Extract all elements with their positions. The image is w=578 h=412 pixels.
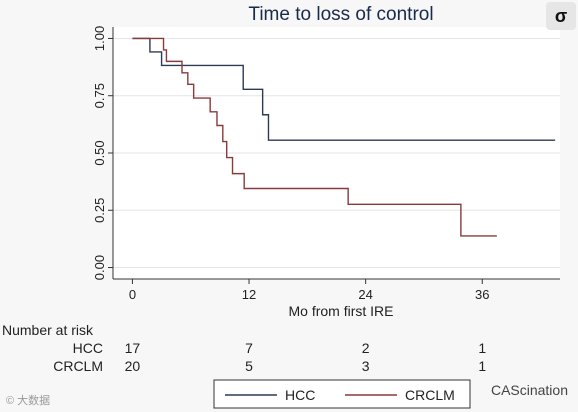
series-line-crclm xyxy=(132,37,497,237)
legend: HCC CRCLM xyxy=(213,379,471,409)
y-tick-label: 0.50 xyxy=(92,140,107,165)
risk-table-header: Number at risk xyxy=(2,322,94,338)
series-lines xyxy=(132,37,556,237)
y-tick-label: 1.00 xyxy=(92,26,107,51)
legend-label-hcc: HCC xyxy=(285,387,315,403)
logo-icon: σ xyxy=(546,2,576,30)
risk-value: 2 xyxy=(362,340,370,356)
watermark-right: CAScination xyxy=(490,382,568,398)
series-line-hcc xyxy=(132,37,556,141)
risk-value: 20 xyxy=(125,358,141,374)
risk-row-label: CRCLM xyxy=(53,358,103,374)
x-tick-label: 36 xyxy=(475,287,489,302)
y-tick-label: 0.25 xyxy=(92,198,107,223)
risk-value: 5 xyxy=(245,358,253,374)
y-tick-label: 0.00 xyxy=(92,255,107,280)
y-axis: 0.00 0.25 0.50 0.75 1.00 xyxy=(92,26,114,280)
x-tick-label: 0 xyxy=(129,287,136,302)
risk-value: 3 xyxy=(362,358,370,374)
legend-label-crclm: CRCLM xyxy=(405,387,455,403)
chart-title: Time to loss of control xyxy=(248,4,433,25)
gridlines xyxy=(113,37,560,269)
risk-value: 17 xyxy=(125,340,141,356)
legend-box xyxy=(213,379,471,409)
x-tick-label: 12 xyxy=(242,287,256,302)
risk-value: 1 xyxy=(478,340,486,356)
x-tick-label: 24 xyxy=(358,287,372,302)
risk-value: 7 xyxy=(245,340,253,356)
x-axis: 0 12 24 36 xyxy=(113,278,560,302)
x-axis-label: Mo from first IRE xyxy=(288,303,393,319)
risk-row-label: HCC xyxy=(73,340,103,356)
risk-value: 1 xyxy=(478,358,486,374)
watermark-left: © 大数据 xyxy=(6,395,51,407)
risk-table: Number at risk HCC 17 7 2 1 CRCLM 20 5 3 1 xyxy=(2,322,486,374)
y-tick-label: 0.75 xyxy=(92,83,107,108)
